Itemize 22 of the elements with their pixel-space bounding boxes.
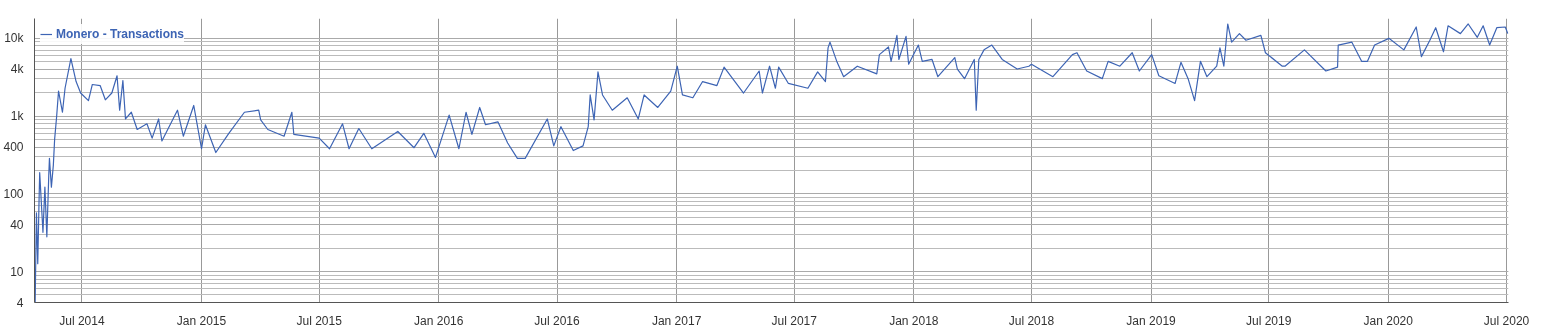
x-tick-label: Jan 2019 [1126, 313, 1177, 328]
y-tick-label: 10 [10, 264, 24, 279]
y-tick-label: 1k [10, 109, 25, 124]
x-tick-label: Jul 2020 [1483, 313, 1530, 328]
x-tick-label: Jul 2014 [59, 313, 105, 328]
x-tick-label: Jul 2018 [1008, 313, 1055, 328]
x-tick-label: Jan 2018 [889, 313, 939, 328]
x-tick-label: Jan 2017 [651, 313, 702, 328]
y-tick-label: 10k [4, 31, 25, 46]
legend-label: Monero - Transactions [56, 27, 185, 41]
y-tick-label: 400 [3, 140, 24, 155]
x-tick-label: Jul 2019 [1246, 313, 1292, 328]
x-tick-label: Jul 2017 [771, 313, 818, 328]
x-tick-label: Jul 2015 [296, 313, 343, 328]
y-tick-label: 100 [3, 186, 24, 201]
x-tick-label: Jul 2016 [534, 313, 581, 328]
y-tick-label: 40 [10, 217, 24, 232]
x-tick-label: Jan 2015 [176, 313, 227, 328]
y-tick-label: 4k [10, 62, 25, 77]
x-tick-label: Jan 2016 [414, 313, 464, 328]
x-tick-label: Jan 2020 [1363, 313, 1414, 328]
y-tick-label: 4 [16, 295, 24, 310]
